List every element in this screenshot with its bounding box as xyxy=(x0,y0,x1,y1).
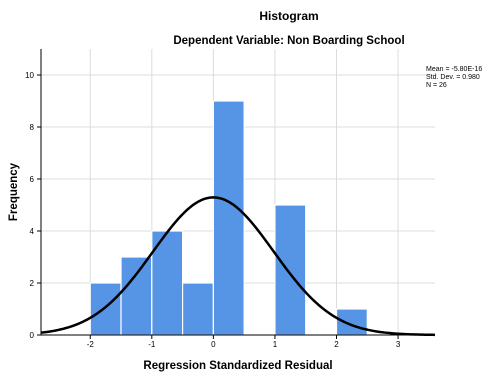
x-tick-label: 2 xyxy=(334,340,339,349)
stats-n: N = 26 xyxy=(426,82,447,89)
chart-title: Histogram xyxy=(259,9,318,23)
stats-std-dev: Std. Dev. = 0.980 xyxy=(426,74,480,81)
histogram-bar xyxy=(335,308,368,336)
histogram-bar xyxy=(212,100,245,336)
x-tick-label: 0 xyxy=(211,340,216,349)
normal-curve xyxy=(40,196,436,337)
histogram-bar xyxy=(181,282,214,336)
x-tick-labels: -2 -1 0 1 2 3 xyxy=(87,340,401,349)
x-tick-label: 1 xyxy=(273,340,278,349)
x-tick-label: -2 xyxy=(87,340,95,349)
y-tick-label: 0 xyxy=(30,331,35,340)
histogram-bar xyxy=(89,282,122,336)
chart-subtitle: Dependent Variable: Non Boarding School xyxy=(173,35,404,47)
bars xyxy=(89,100,368,336)
stats-legend: Mean = -5.80E-16 Std. Dev. = 0.980 N = 2… xyxy=(426,66,482,89)
histogram-bar xyxy=(274,204,307,336)
stats-mean: Mean = -5.80E-16 xyxy=(426,66,482,73)
axes xyxy=(37,49,435,339)
x-tick-label: 3 xyxy=(396,340,401,349)
y-tick-labels: 0 2 4 6 8 10 xyxy=(25,71,34,340)
y-tick-label: 10 xyxy=(25,71,34,80)
x-axis-title: Regression Standardized Residual xyxy=(143,360,332,372)
x-tick-label: -1 xyxy=(148,340,156,349)
y-tick-label: 2 xyxy=(30,279,35,288)
y-axis-title: Frequency xyxy=(8,162,20,221)
histogram-bar xyxy=(120,256,153,336)
y-tick-label: 4 xyxy=(30,227,35,236)
y-tick-label: 8 xyxy=(30,123,35,132)
y-tick-label: 6 xyxy=(30,175,35,184)
